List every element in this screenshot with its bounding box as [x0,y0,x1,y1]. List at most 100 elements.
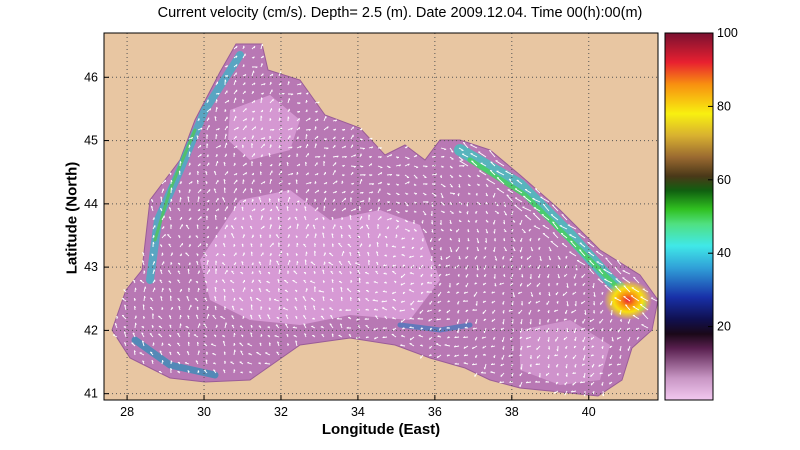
velocity-vector [622,277,631,284]
vector-head [456,283,458,286]
colorbar-tick-label: 60 [717,173,731,187]
velocity-vector [399,309,406,312]
vector-head [495,258,498,261]
vector-head [315,233,317,236]
vector-head [382,290,385,292]
vector-head [614,267,617,269]
vector-head [371,191,374,194]
y-tick-label: 44 [84,197,98,211]
vector-head [384,316,387,318]
vector-head [250,314,253,317]
vector-head [449,222,452,225]
vector-head [570,390,573,393]
vector-head [419,255,422,258]
vector-head [554,309,556,312]
vector-head [322,216,325,219]
vector-head [398,164,401,167]
vector-head [543,203,546,206]
vector-head [270,164,273,167]
vector-head [491,291,494,294]
vector-head [224,306,227,309]
vector-head [526,345,529,348]
velocity-vector [471,160,478,167]
y-tick-label: 46 [84,70,98,84]
vector-head [170,198,173,201]
vector-head [214,305,217,308]
velocity-vector [578,249,586,257]
vector-head [583,394,586,397]
vector-head [493,231,495,234]
vector-head [502,311,504,314]
vector-head [358,277,361,280]
vector-head [287,343,290,346]
velocity-vector [516,179,523,185]
y-tick: 43 [84,260,109,274]
vector-head [338,242,341,245]
vector-head [563,318,566,321]
vector-head [519,336,522,339]
vector-head [186,295,189,298]
vector-head [529,356,532,360]
vector-head [142,252,145,254]
vector-head [282,92,285,95]
vector-head [433,183,436,186]
vector-head [203,252,206,254]
vector-head [214,334,217,337]
vector-head [538,292,541,296]
vector-head [466,247,468,250]
vector-head [361,191,364,194]
velocity-vector [296,223,299,230]
vector-head [341,217,344,220]
vector-head [295,315,298,318]
velocity-vector [521,228,526,234]
vector-head [444,343,447,346]
velocity-vector [624,304,631,311]
velocity-vector [533,207,541,212]
velocity-vector [489,170,496,176]
vector-head [330,270,333,273]
vector-head [400,275,403,278]
x-tick: 38 [505,395,519,419]
x-tick: 34 [351,395,365,419]
vector-head [454,266,456,269]
vector-head [326,147,329,150]
vector-head [552,221,555,224]
vector-head [462,299,465,302]
vector-head [348,234,351,237]
vector-head [208,199,210,203]
vector-head [191,181,193,184]
vector-head [280,100,283,103]
vector-head [159,350,162,353]
velocity-vector [526,327,532,332]
vector-head [490,371,493,373]
vector-head [298,111,301,113]
vector-head [431,230,434,233]
vector-head [226,65,228,68]
vector-head [142,260,145,263]
velocity-vector [233,126,239,131]
vector-head [295,253,298,256]
velocity-vector [318,290,325,293]
y-axis: 41 42 43 44 45 46 [84,70,109,401]
vector-head [296,260,299,264]
vector-head [605,257,608,259]
vector-head [287,270,290,273]
vector-head [124,331,127,334]
vector-head [480,371,484,374]
velocity-vector [206,269,210,275]
vector-head [206,134,209,137]
vector-head [200,216,202,219]
vector-head [592,285,594,289]
vector-head [365,308,368,311]
vector-head [342,137,345,140]
vector-head [286,333,289,336]
vector-head [424,213,427,216]
vector-head [270,178,273,182]
vector-head [623,285,626,287]
velocity-vector [587,241,595,248]
vector-head [217,208,220,211]
vector-head [537,309,540,312]
velocity-vector [496,177,505,185]
vector-head [224,109,227,112]
vector-head [591,345,594,348]
